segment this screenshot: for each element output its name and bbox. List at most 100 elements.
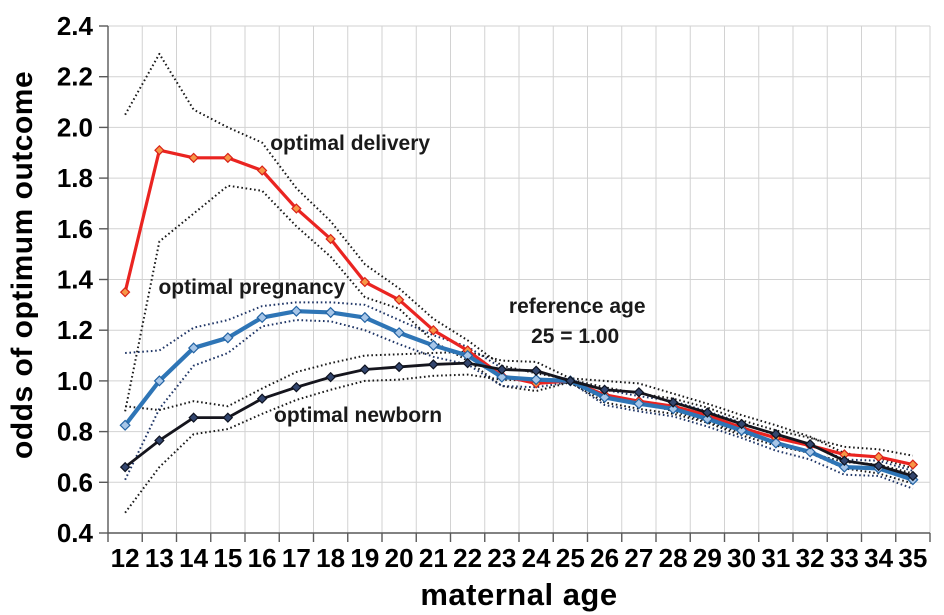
data-point-marker: [770, 428, 782, 440]
data-point-marker: [735, 424, 748, 436]
data-point-marker: [119, 286, 131, 298]
annotations: optimal delivery optimal pregnancy optimal…: [158, 132, 645, 427]
x-tick-label: 29: [693, 543, 722, 573]
data-point-marker: [222, 152, 234, 164]
data-point-marker: [359, 311, 371, 324]
data-point-marker: [256, 393, 268, 404]
annotation-reference-value-label: 25 = 1.00: [531, 325, 619, 348]
data-point-marker: [770, 437, 782, 449]
data-point-marker: [290, 305, 303, 317]
data-point-marker: [154, 435, 165, 446]
x-tick-label: 34: [864, 543, 893, 573]
data-point-marker: [119, 461, 131, 473]
x-tick-label: 18: [316, 543, 345, 573]
x-tick-label: 22: [453, 543, 482, 573]
axes: [99, 25, 931, 542]
data-point-marker: [119, 419, 131, 431]
data-point-marker: [188, 412, 199, 423]
data-point-marker: [496, 364, 508, 375]
data-point-marker: [873, 451, 884, 463]
x-tick-label: 21: [419, 543, 448, 573]
data-point-marker: [428, 359, 439, 370]
x-tick-label: 33: [830, 543, 859, 573]
data-point-marker: [393, 361, 405, 373]
data-point-marker: [838, 461, 851, 473]
x-tick-label: 20: [385, 543, 414, 573]
x-tick-label: 24: [522, 543, 551, 573]
data-point-marker: [291, 203, 302, 214]
series-optimal-pregnancy: [119, 305, 919, 486]
y-tick-label: 2.0: [57, 112, 93, 142]
data-point-marker: [633, 387, 645, 398]
data-point-marker: [325, 233, 336, 245]
data-point-marker: [702, 407, 713, 418]
x-tick-label: 12: [111, 543, 140, 573]
data-point-marker: [154, 144, 165, 156]
data-point-marker: [359, 276, 371, 288]
data-point-marker: [496, 371, 508, 383]
data-point-marker: [222, 412, 234, 423]
series-optimal-pregnancy-lower-ci: [124, 319, 914, 490]
annotation-optimal-pregnancy-label: optimal pregnancy: [158, 276, 345, 299]
y-tick-label: 1.4: [57, 265, 94, 295]
y-tick-label: 2.2: [57, 62, 93, 92]
data-point-marker: [565, 375, 576, 387]
x-tick-label: 25: [556, 543, 585, 573]
data-point-marker: [256, 165, 268, 176]
data-point-marker: [222, 332, 234, 344]
data-point-marker: [187, 342, 200, 354]
y-tick-label: 2.4: [57, 11, 94, 41]
data-point-marker: [839, 455, 850, 467]
data-point-marker: [153, 375, 166, 387]
data-point-marker: [188, 152, 199, 164]
data-point-marker: [667, 397, 679, 408]
x-tick-label: 14: [179, 543, 208, 573]
data-point-marker: [325, 371, 336, 383]
data-point-marker: [599, 384, 610, 396]
data-point-marker: [736, 418, 747, 430]
x-tick-label: 30: [727, 543, 756, 573]
data-point-marker: [427, 339, 440, 352]
x-tick-labels: 12 13 14 15 16 17 18 19 20 21 22 23 24 25 26 27 28 29 30 31…: [111, 543, 928, 573]
series-line: [123, 361, 915, 478]
y-tick-label: 0.4: [57, 518, 94, 548]
x-tick-label: 15: [213, 543, 242, 573]
series-line: [125, 350, 914, 470]
y-axis-title: odds of optimum outcome: [6, 70, 39, 460]
data-point-marker: [907, 459, 919, 470]
x-tick-label: 35: [898, 543, 927, 573]
data-point-marker: [667, 403, 679, 415]
data-point-marker: [324, 306, 337, 319]
data-point-marker: [530, 365, 542, 377]
data-point-marker: [598, 391, 611, 404]
data-point-marker: [804, 446, 816, 458]
annotation-reference-age-label: reference age: [509, 295, 646, 318]
annotation-optimal-newborn-label: optimal newborn: [274, 404, 442, 427]
data-point-marker: [359, 364, 371, 375]
y-tick-label: 1.2: [57, 315, 93, 345]
x-tick-label: 19: [350, 543, 379, 573]
data-point-marker: [530, 373, 542, 386]
data-point-marker: [428, 324, 439, 336]
data-point-marker: [393, 294, 405, 306]
y-tick-label: 1.0: [57, 366, 93, 396]
y-tick-labels: 0.4 0.6 0.8 1.0 1.2 1.4 1.6 1.8 2.0 2.2 2.4: [57, 11, 94, 548]
x-tick-label: 23: [487, 543, 516, 573]
y-tick-label: 1.8: [57, 163, 93, 193]
y-tick-label: 0.8: [57, 417, 93, 447]
x-tick-label: 28: [659, 543, 688, 573]
data-point-marker: [462, 357, 473, 369]
data-point-marker: [393, 327, 405, 339]
data-point-marker: [804, 439, 816, 450]
data-point-marker: [291, 381, 302, 393]
annotation-optimal-delivery-label: optimal delivery: [270, 132, 430, 155]
x-tick-label: 26: [590, 543, 619, 573]
y-tick-label: 1.6: [57, 214, 93, 244]
series-optimal-newborn: [119, 357, 919, 482]
data-point-marker: [907, 470, 919, 482]
data-point-marker: [633, 398, 645, 410]
series-optimal-newborn-upper-ci: [125, 350, 914, 470]
x-tick-label: 32: [796, 543, 825, 573]
